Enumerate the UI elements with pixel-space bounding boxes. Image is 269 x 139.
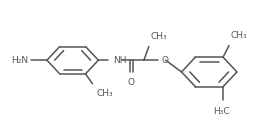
Text: NH: NH: [113, 56, 127, 65]
Text: O: O: [162, 56, 169, 65]
Text: CH₃: CH₃: [151, 32, 168, 41]
Text: CH₃: CH₃: [96, 89, 113, 98]
Text: H₃C: H₃C: [213, 107, 229, 116]
Text: O: O: [128, 78, 134, 87]
Text: CH₃: CH₃: [231, 31, 248, 40]
Text: H₂N: H₂N: [11, 56, 28, 65]
